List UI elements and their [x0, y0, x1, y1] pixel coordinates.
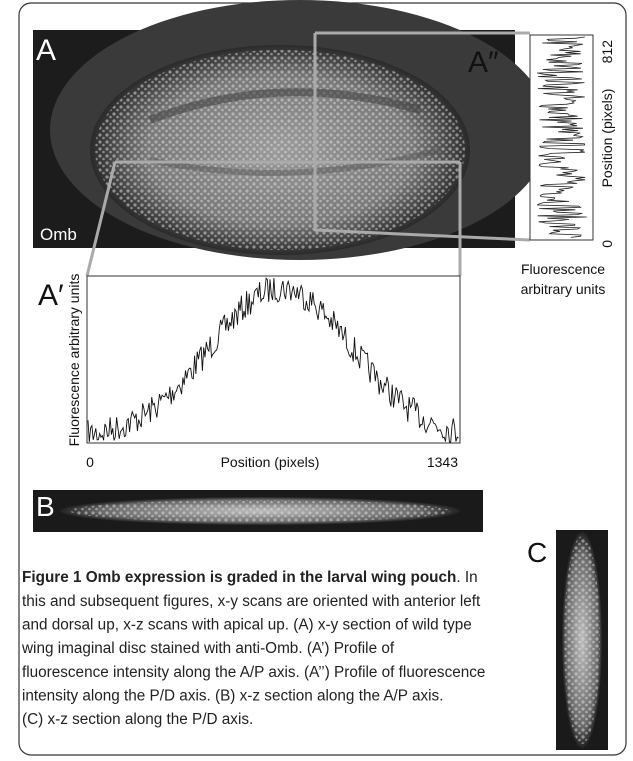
caption-title: Figure 1 Omb expression is graded in the… [22, 569, 456, 586]
panel-a: A Omb [33, 0, 550, 260]
caption-line: Figure 1 Omb expression is graded in the… [22, 569, 478, 586]
caption-lines: this and subsequent figures, x-y scans a… [21, 593, 485, 728]
caption-line: this and subsequent figures, x-y scans a… [22, 593, 481, 610]
panel-a-prime: A′ Fluorescence arbitrary units 0 Positi… [38, 274, 460, 470]
axis-top-label: 812 [599, 40, 615, 64]
caption-line: (C) x-z section along the P/D axis. [22, 711, 253, 728]
axis-label: Fluorescence arbitrary units [66, 274, 82, 447]
caption-line: and dorsal up, x-z scans with apical up.… [22, 617, 472, 634]
axis-end-label: 1343 [427, 454, 458, 470]
caption-line: wing imaginal disc stained with anti-Omb… [21, 640, 395, 657]
axis-label: Position (pixels) [221, 454, 320, 470]
panel-label: C [527, 537, 547, 568]
axis-start-label: 0 [86, 454, 94, 470]
axis-label: Position (pixels) [599, 89, 615, 188]
caption-line: fluorescence intensity along the A/P axi… [22, 664, 485, 681]
panel-b: B [33, 490, 483, 532]
axis-label: Fluorescence [521, 261, 605, 277]
panel-c: C [527, 530, 608, 750]
plot-frame [87, 276, 460, 443]
panel-label: A [36, 34, 56, 67]
caption: Figure 1 Omb expression is graded in the… [21, 569, 485, 728]
stain-label: Omb [40, 225, 77, 244]
panel-label: A′ [38, 279, 64, 312]
caption-line: intensity along the P/D axis. (B) x-z se… [22, 687, 443, 704]
figure: A Omb A″ 812 0 Position (pixels) Fluores… [0, 0, 633, 761]
axis-bottom-label: 0 [599, 240, 615, 248]
panel-label: B [36, 491, 55, 522]
panel-label: A″ [468, 46, 499, 79]
axis-label: arbitrary units [521, 281, 606, 297]
caption-text: . In [456, 569, 477, 586]
